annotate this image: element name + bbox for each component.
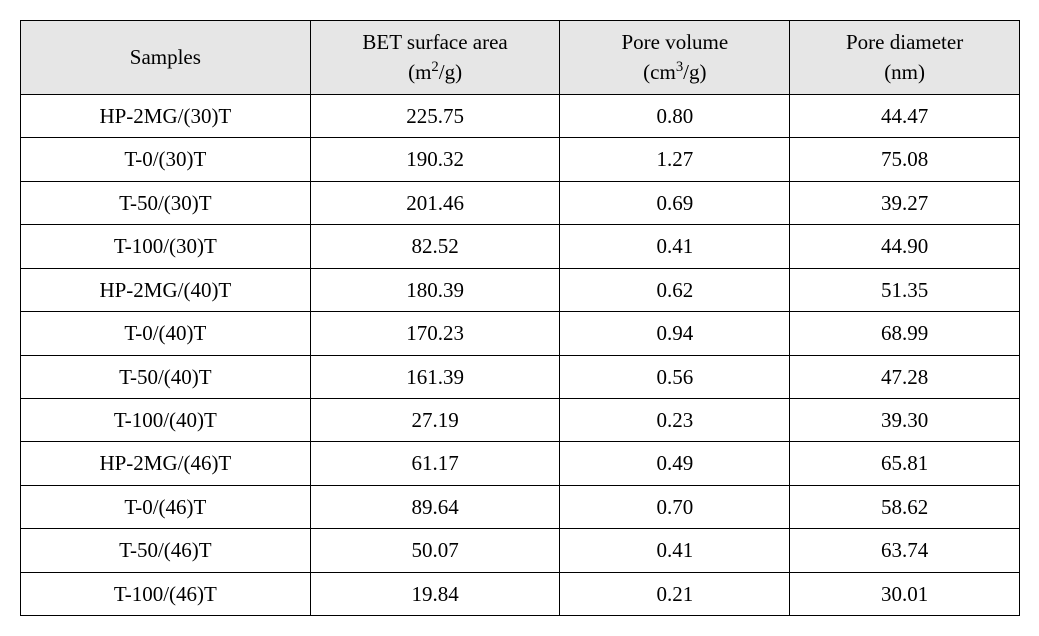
cell-pd: 39.30 [790,398,1020,441]
cell-samples: HP-2MG/(30)T [21,94,311,137]
cell-samples: T-100/(40)T [21,398,311,441]
cell-bet: 180.39 [310,268,560,311]
cell-pd: 47.28 [790,355,1020,398]
table-row: T-0/(46)T89.640.7058.62 [21,485,1020,528]
cell-bet: 27.19 [310,398,560,441]
cell-bet: 161.39 [310,355,560,398]
table-head: Samples BET surface area(m2/g) Pore volu… [21,21,1020,95]
cell-samples: T-0/(46)T [21,485,311,528]
table-row: T-0/(40)T170.230.9468.99 [21,312,1020,355]
cell-pd: 51.35 [790,268,1020,311]
cell-pd: 65.81 [790,442,1020,485]
table-row: T-100/(46)T19.840.2130.01 [21,572,1020,615]
cell-samples: T-50/(40)T [21,355,311,398]
cell-pv: 0.23 [560,398,790,441]
table-row: T-0/(30)T190.321.2775.08 [21,138,1020,181]
col-header-samples: Samples [21,21,311,95]
cell-pd: 63.74 [790,529,1020,572]
table-row: HP-2MG/(46)T61.170.4965.81 [21,442,1020,485]
cell-pv: 0.21 [560,572,790,615]
cell-pd: 30.01 [790,572,1020,615]
cell-samples: T-50/(46)T [21,529,311,572]
cell-pd: 39.27 [790,181,1020,224]
cell-bet: 190.32 [310,138,560,181]
table-header-row: Samples BET surface area(m2/g) Pore volu… [21,21,1020,95]
cell-pd: 44.90 [790,225,1020,268]
cell-pv: 0.62 [560,268,790,311]
col-header-pv: Pore volume(cm3/g) [560,21,790,95]
table-row: T-50/(46)T50.070.4163.74 [21,529,1020,572]
cell-pv: 0.49 [560,442,790,485]
cell-pd: 44.47 [790,94,1020,137]
cell-samples: T-50/(30)T [21,181,311,224]
cell-samples: T-100/(30)T [21,225,311,268]
cell-bet: 50.07 [310,529,560,572]
cell-pv: 0.70 [560,485,790,528]
cell-pv: 0.41 [560,225,790,268]
cell-pv: 0.41 [560,529,790,572]
cell-bet: 61.17 [310,442,560,485]
cell-bet: 170.23 [310,312,560,355]
col-header-bet: BET surface area(m2/g) [310,21,560,95]
cell-samples: HP-2MG/(46)T [21,442,311,485]
cell-bet: 19.84 [310,572,560,615]
table-row: HP-2MG/(40)T180.390.6251.35 [21,268,1020,311]
cell-pv: 0.69 [560,181,790,224]
table-row: T-100/(30)T82.520.4144.90 [21,225,1020,268]
cell-bet: 82.52 [310,225,560,268]
data-table-container: Samples BET surface area(m2/g) Pore volu… [20,20,1020,616]
cell-pv: 1.27 [560,138,790,181]
cell-pd: 68.99 [790,312,1020,355]
cell-bet: 225.75 [310,94,560,137]
data-table: Samples BET surface area(m2/g) Pore volu… [20,20,1020,616]
cell-bet: 89.64 [310,485,560,528]
cell-pd: 58.62 [790,485,1020,528]
cell-pv: 0.80 [560,94,790,137]
cell-pv: 0.94 [560,312,790,355]
table-row: T-50/(30)T201.460.6939.27 [21,181,1020,224]
cell-samples: HP-2MG/(40)T [21,268,311,311]
table-body: HP-2MG/(30)T225.750.8044.47T-0/(30)T190.… [21,94,1020,615]
table-row: T-100/(40)T27.190.2339.30 [21,398,1020,441]
cell-pv: 0.56 [560,355,790,398]
table-row: HP-2MG/(30)T225.750.8044.47 [21,94,1020,137]
cell-samples: T-100/(46)T [21,572,311,615]
cell-bet: 201.46 [310,181,560,224]
col-header-pd: Pore diameter(nm) [790,21,1020,95]
table-row: T-50/(40)T161.390.5647.28 [21,355,1020,398]
cell-pd: 75.08 [790,138,1020,181]
cell-samples: T-0/(30)T [21,138,311,181]
cell-samples: T-0/(40)T [21,312,311,355]
